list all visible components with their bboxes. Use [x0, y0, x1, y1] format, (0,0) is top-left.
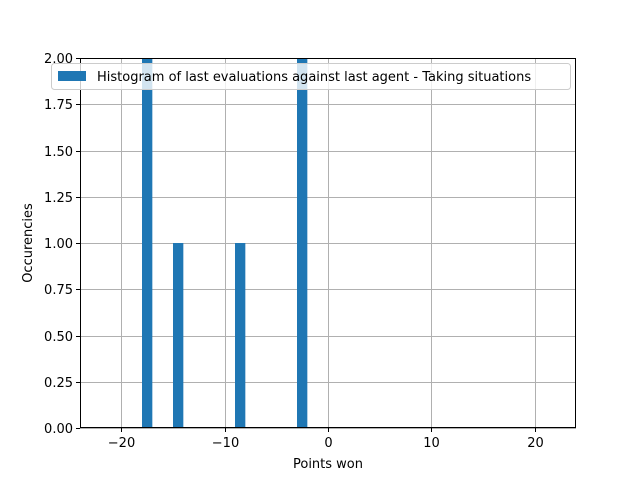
y-tick-label: 0.00 — [44, 422, 73, 437]
y-tick-label: 1.25 — [44, 191, 73, 206]
y-tick-label: 1.75 — [44, 98, 73, 113]
legend-label: Histogram of last evaluations against la… — [97, 70, 531, 85]
legend-swatch — [58, 71, 86, 81]
y-tick-label: 0.50 — [44, 330, 73, 345]
histogram-bar — [297, 58, 308, 428]
histogram-bar — [173, 243, 184, 428]
grid-lines — [80, 58, 576, 429]
x-tick-label: −20 — [108, 436, 135, 451]
legend: Histogram of last evaluations against la… — [51, 63, 571, 90]
x-tick-label: −10 — [212, 436, 239, 451]
x-axis-label: Points won — [293, 457, 363, 472]
x-tick-label: 20 — [527, 436, 544, 451]
y-tick-label: 1.50 — [44, 145, 73, 160]
y-axis-label: Occurencies — [21, 203, 36, 283]
histogram-bar — [235, 243, 246, 428]
x-tick-label: 0 — [324, 436, 332, 451]
bars — [142, 58, 308, 428]
plot-frame — [80, 58, 576, 428]
y-axis-ticks: 0.000.250.500.751.001.251.501.752.00 — [44, 52, 80, 437]
y-tick-label: 1.00 — [44, 237, 73, 252]
y-tick-label: 0.25 — [44, 376, 73, 391]
y-tick-label: 0.75 — [44, 283, 73, 298]
histogram-bar — [142, 58, 153, 428]
x-tick-label: 10 — [423, 436, 440, 451]
x-axis-ticks: −20 −10 0 10 20 — [108, 428, 544, 451]
legend-box — [51, 63, 571, 90]
